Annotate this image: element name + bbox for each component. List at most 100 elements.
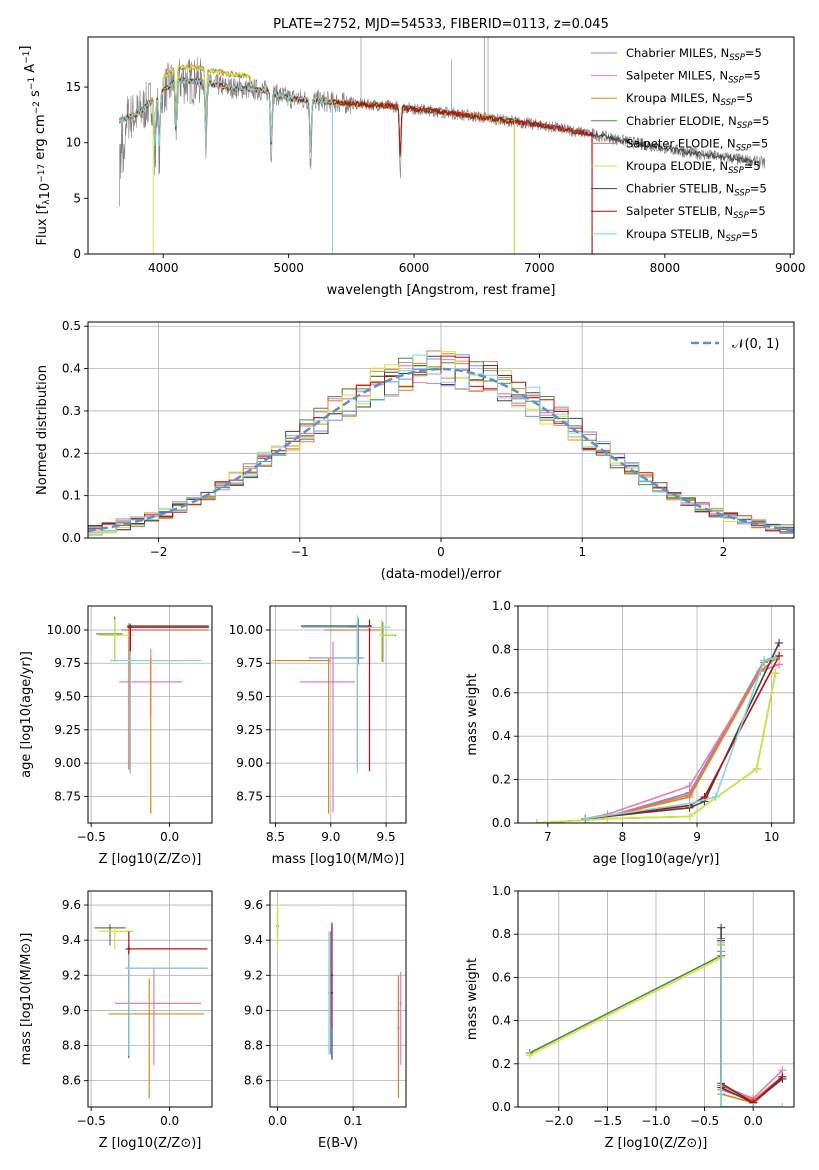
panel-mass_vs_Z: −0.5 0.0 8.6 8.8 9.0 9.2 9.4 9.6 Z [log10(Z/Z⊙)]…	[19, 890, 213, 1151]
y-tick-label: 0.5	[62, 319, 81, 333]
normal-curve	[88, 367, 794, 532]
x-tick-label: 0	[437, 545, 445, 559]
y-tick-label: 10	[66, 136, 81, 150]
model-spectrum-salpeter-stelib	[118, 76, 593, 254]
legend-entry: Kroupa MILES, NSSP=5	[626, 91, 753, 108]
weight-line-chabrier-elodie	[529, 954, 754, 1107]
y-tick-label: 0	[73, 247, 81, 261]
y-tick-label: 9.75	[236, 656, 263, 670]
plot-area-weight_vs_age	[532, 638, 784, 823]
legend-entry: Salpeter ELODIE, NSSP=5	[626, 136, 768, 153]
y-tick-label: 15	[66, 80, 81, 94]
model-spectrum-kroupa-stelib	[118, 76, 333, 254]
y-tick-label: 9.50	[236, 690, 263, 704]
y-tick-label: 8.6	[62, 1074, 81, 1088]
plot-area-age_vs_Z	[95, 616, 209, 814]
point-salpeter-stelib	[330, 974, 334, 977]
x-tick-label: 0.0	[160, 830, 179, 844]
x-axis-label: Z [log10(Z/Z⊙)]	[99, 1136, 202, 1151]
y-tick-label: 9.6	[62, 898, 81, 912]
x-tick-label: 4000	[148, 261, 179, 275]
x-tick-label: 9	[693, 830, 701, 844]
y-axis-label: mass [log10(M/M⊙)]	[19, 933, 34, 1066]
legend-entry: 𝒩(0, 1)	[732, 337, 779, 352]
chart-title: PLATE=2752, MJD=54533, FIBERID=0113, z=0…	[273, 17, 609, 32]
x-tick-label: 7	[544, 830, 552, 844]
panel-weight_vs_Z: −2.0 −1.5 −1.0 −0.5 0.0 0.0 0.2 0.4 0.6 0.8 1.0 Z […	[465, 884, 795, 1151]
weight-line-kroupa-elodie	[529, 956, 754, 1107]
weight-line-chabrier-stelib	[720, 927, 783, 1104]
x-tick-label: −2	[150, 545, 168, 559]
weight-marker-kroupa-elodie	[532, 819, 541, 823]
x-tick-label: −1	[291, 545, 309, 559]
y-tick-label: 9.2	[62, 968, 81, 982]
weight-marker-chabrier-stelib	[717, 923, 726, 932]
x-axis-label: Z [log10(Z/Z⊙)]	[99, 852, 202, 867]
legend-entry: Kroupa ELODIE, NSSP=5	[626, 159, 761, 176]
legend-entry: Kroupa STELIB, NSSP=5	[626, 227, 758, 244]
y-tick-label: 1.0	[492, 884, 511, 898]
point-salpeter-stelib	[129, 626, 132, 629]
y-tick-label: 9.0	[62, 1003, 81, 1017]
weight-marker-chabrier-stelib	[775, 638, 784, 647]
y-tick-label: 9.25	[54, 723, 81, 737]
weight-marker-kroupa-stelib	[749, 1103, 758, 1107]
x-tick-label: 9.5	[377, 830, 396, 844]
panel-weight_vs_age: 7 8 9 10 0.0 0.2 0.4 0.6 0.8 1.0 age [log10(age/yr…	[465, 599, 795, 867]
y-axis-label: Normed distribution	[35, 365, 50, 495]
y-tick-label: 1.0	[492, 599, 511, 613]
y-tick-label: 9.00	[236, 756, 263, 770]
x-axis-label: Z [log10(Z/Z⊙)]	[605, 1136, 708, 1151]
axes-frame	[87, 36, 795, 255]
weight-line-chabrier-elodie	[536, 673, 777, 823]
point-kroupa-elodie	[276, 930, 279, 933]
weight-line-chabrier-miles	[585, 655, 780, 820]
x-tick-label: 5000	[273, 261, 304, 275]
weight-marker-salpeter-miles	[775, 660, 784, 669]
y-tick-label: 0.3	[62, 404, 81, 418]
plot-area-mass_vs_ebv	[276, 905, 402, 1099]
y-axis-label: age [log10(age/yr)]	[19, 651, 34, 778]
y-tick-label: 9.4	[62, 933, 81, 947]
y-tick-label: 10.00	[229, 623, 263, 637]
weight-marker-kroupa-stelib	[717, 938, 726, 947]
x-axis-label: (data-model)/error	[381, 567, 502, 582]
x-tick-label: −0.5	[77, 830, 106, 844]
point-kroupa-stelib	[356, 626, 359, 629]
y-tick-label: 9.6	[244, 898, 263, 912]
y-axis-label: mass weight	[465, 958, 480, 1040]
x-tick-label: −1.0	[641, 1114, 670, 1128]
weight-marker-kroupa-stelib	[778, 1103, 787, 1107]
y-tick-label: 0.1	[62, 489, 81, 503]
axes-frame	[269, 605, 407, 824]
y-tick-label: 5	[73, 191, 81, 205]
point-salpeter-miles	[331, 680, 335, 684]
legend-entry: Chabrier STELIB, NSSP=5	[626, 182, 767, 199]
plot-area-mass_vs_Z	[94, 924, 208, 1099]
legend-entry: Salpeter STELIB, NSSP=5	[626, 204, 766, 221]
x-axis-label: mass [log10(M/M⊙)]	[272, 852, 405, 867]
x-tick-label: 1	[578, 545, 586, 559]
axes-frame	[87, 605, 213, 824]
x-tick-label: 8.5	[266, 830, 285, 844]
point-kroupa-elodie	[113, 634, 116, 637]
y-tick-label: 0.8	[492, 642, 511, 656]
panel-age_vs_Z: −0.5 0.0 8.75 9.00 9.25 9.50 9.75 10.00 Z [log10…	[19, 605, 213, 867]
weight-marker-kroupa-elodie	[525, 1051, 534, 1060]
x-tick-label: 2	[720, 545, 728, 559]
point-kroupa-stelib	[129, 659, 132, 662]
y-tick-label: 0.0	[492, 816, 511, 830]
panel-residuals: −2 −1 0 1 2 0.0 0.1 0.2 0.3 0.4 0.5 (data-model)/er…	[35, 319, 795, 582]
weight-line-kroupa-elodie	[536, 673, 777, 823]
x-tick-label: −2.0	[544, 1114, 573, 1128]
weight-line-kroupa-stelib	[720, 942, 783, 1107]
y-axis-label: Flux [fλ10−17 erg cm−2 s−1 A−1]	[18, 46, 53, 246]
y-tick-label: 0.6	[492, 970, 511, 984]
point-kroupa-elodie	[380, 634, 383, 637]
x-tick-label: 6000	[399, 261, 430, 275]
x-axis-label: E(B-V)	[318, 1136, 358, 1151]
y-tick-label: 9.4	[244, 933, 263, 947]
plot-area-residuals	[88, 350, 794, 536]
point-kroupa-stelib	[327, 991, 331, 995]
